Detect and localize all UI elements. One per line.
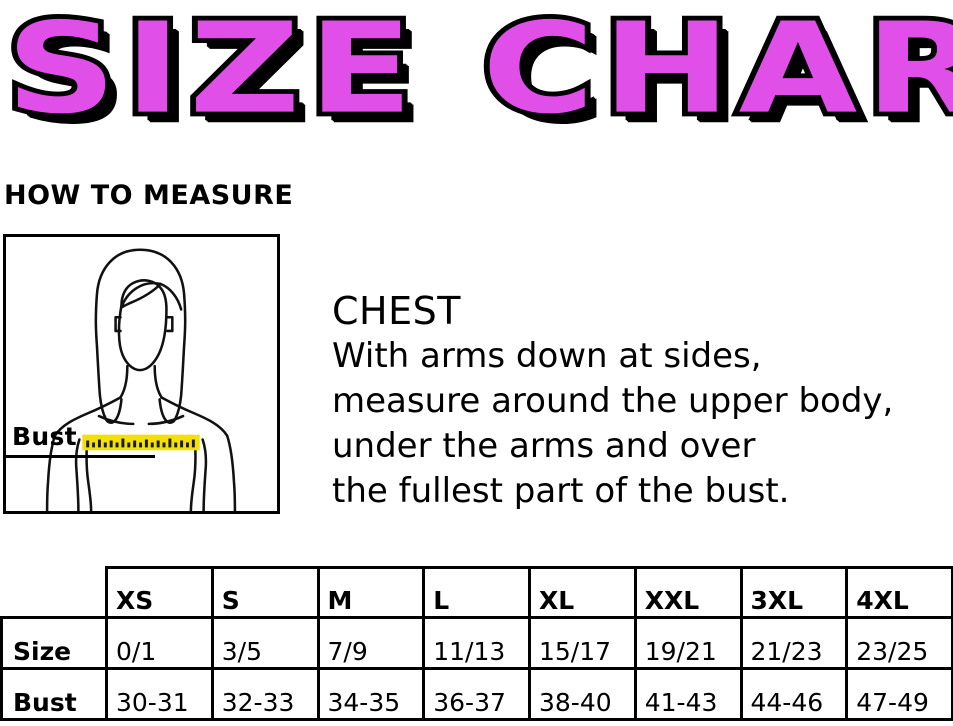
- measurement-illustration: [3, 234, 280, 514]
- column-header-xxl: XXL: [633, 566, 743, 619]
- cell-size-3xl: 21/23: [739, 616, 849, 670]
- cell-size-l: 11/13: [422, 616, 531, 670]
- column-header-3xl: 3XL: [739, 566, 849, 619]
- chest-description: CHEST With arms down at sides, measure a…: [332, 288, 932, 514]
- cell-bust-m: 34-35: [316, 667, 426, 721]
- column-header-l: L: [422, 566, 531, 619]
- cell-bust-4xl: 47-49: [845, 667, 953, 721]
- size-table: XS S M L XL XXL 3XL 4XL Size 0/1 3/5 7/9…: [0, 566, 953, 721]
- chest-line-1: With arms down at sides,: [332, 336, 762, 376]
- column-header-s: S: [210, 566, 320, 619]
- cell-size-s: 3/5: [210, 616, 320, 670]
- cell-size-xs: 0/1: [105, 616, 214, 670]
- table-corner-cell: [2, 568, 107, 618]
- how-to-measure-heading: HOW TO MEASURE: [4, 180, 294, 211]
- chest-line-3: under the arms and over: [332, 426, 756, 466]
- chest-line-2: measure around the upper body,: [332, 381, 894, 421]
- page-title: SIZE CHART: [0, 0, 953, 146]
- row-label-size: Size: [0, 616, 108, 670]
- cell-size-m: 7/9: [316, 616, 426, 670]
- table-row-bust: Bust 30-31 32-33 34-35 36-37 38-40 41-43…: [0, 667, 953, 721]
- chest-heading: CHEST: [332, 289, 461, 333]
- cell-bust-xl: 38-40: [528, 667, 637, 721]
- cell-size-xxl: 19/21: [633, 616, 743, 670]
- cell-size-4xl: 23/25: [845, 616, 953, 670]
- table-row-size: Size 0/1 3/5 7/9 11/13 15/17 19/21 21/23…: [0, 616, 953, 670]
- row-label-bust: Bust: [0, 667, 108, 721]
- cell-size-xl: 15/17: [528, 616, 637, 670]
- measuring-tape-graphic: [82, 434, 200, 451]
- cell-bust-3xl: 44-46: [739, 667, 849, 721]
- cell-bust-xxl: 41-43: [633, 667, 743, 721]
- title-banner: SIZE CHART: [0, 0, 953, 150]
- cell-bust-xs: 30-31: [105, 667, 214, 721]
- size-table-container: XS S M L XL XXL 3XL 4XL Size 0/1 3/5 7/9…: [0, 566, 953, 724]
- column-header-xl: XL: [528, 566, 637, 619]
- table-header-row: XS S M L XL XXL 3XL 4XL: [2, 566, 953, 619]
- female-figure-diagram: [45, 248, 237, 511]
- column-header-xs: XS: [105, 566, 214, 619]
- column-header-m: M: [316, 566, 426, 619]
- cell-bust-l: 36-37: [422, 667, 531, 721]
- bust-callout-label: Bust: [12, 422, 77, 451]
- chest-line-4: the fullest part of the bust.: [332, 471, 790, 511]
- column-header-4xl: 4XL: [845, 566, 953, 619]
- cell-bust-s: 32-33: [210, 667, 320, 721]
- bust-callout-leader-line: [5, 455, 155, 458]
